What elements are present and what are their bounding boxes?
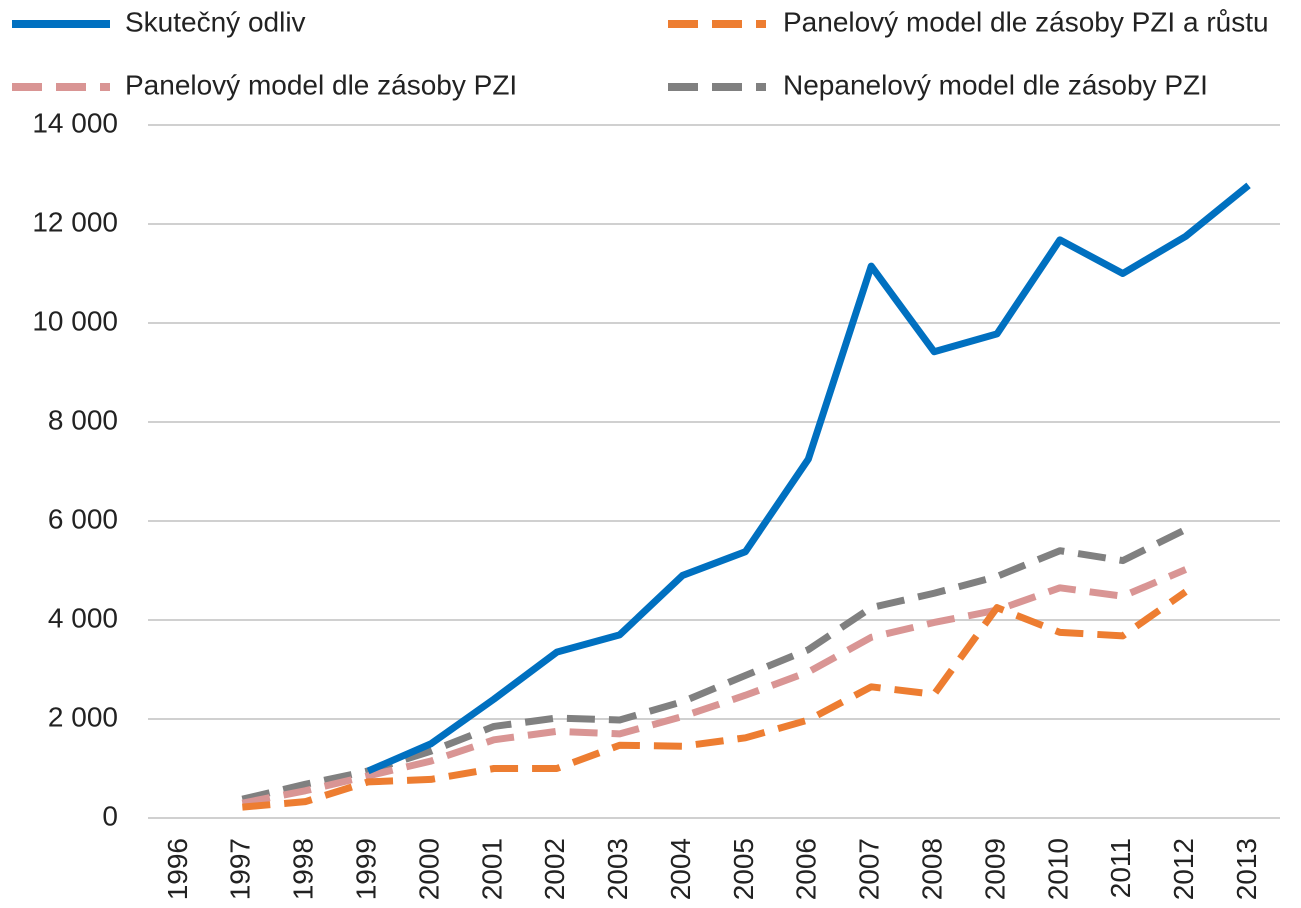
y-tick-label: 2 000 <box>48 701 118 732</box>
x-tick-label: 2007 <box>854 838 885 900</box>
x-tick-label: 2006 <box>791 838 822 900</box>
x-tick-label: 2005 <box>728 838 759 900</box>
legend-label: Nepanelový model dle zásoby PZI <box>783 69 1208 100</box>
y-tick-label: 0 <box>102 800 118 831</box>
y-tick-label: 4 000 <box>48 602 118 633</box>
x-tick-label: 1997 <box>225 838 256 900</box>
legend-label: Panelový model dle zásoby PZI <box>125 69 517 100</box>
y-tick-label: 6 000 <box>48 503 118 534</box>
x-tick-label: 2003 <box>602 838 633 900</box>
y-tick-label: 14 000 <box>32 107 118 138</box>
y-tick-label: 12 000 <box>32 206 118 237</box>
y-tick-label: 8 000 <box>48 404 118 435</box>
x-tick-label: 2010 <box>1042 838 1073 900</box>
series-line <box>242 588 1188 811</box>
x-tick-label: 2013 <box>1231 838 1262 900</box>
series-line <box>241 566 1188 807</box>
x-tick-label: 1996 <box>162 838 193 900</box>
y-tick-label: 10 000 <box>32 305 118 336</box>
x-tick-label: 1998 <box>288 838 319 900</box>
x-tick-label: 2011 <box>1105 838 1136 898</box>
legend-label: Panelový model dle zásoby PZI a růstu <box>783 6 1269 37</box>
x-tick-label: 2008 <box>917 838 948 900</box>
x-tick-label: 2000 <box>413 838 444 900</box>
x-tick-label: 2012 <box>1168 838 1199 900</box>
series-line <box>366 182 1251 775</box>
x-tick-label: 2002 <box>539 838 570 900</box>
series-line <box>241 526 1188 803</box>
x-tick-label: 2004 <box>665 838 696 900</box>
x-tick-label: 2009 <box>979 838 1010 900</box>
x-tick-label: 2001 <box>476 838 507 900</box>
x-tick-label: 1999 <box>351 838 382 900</box>
legend-label: Skutečný odliv <box>125 6 306 37</box>
